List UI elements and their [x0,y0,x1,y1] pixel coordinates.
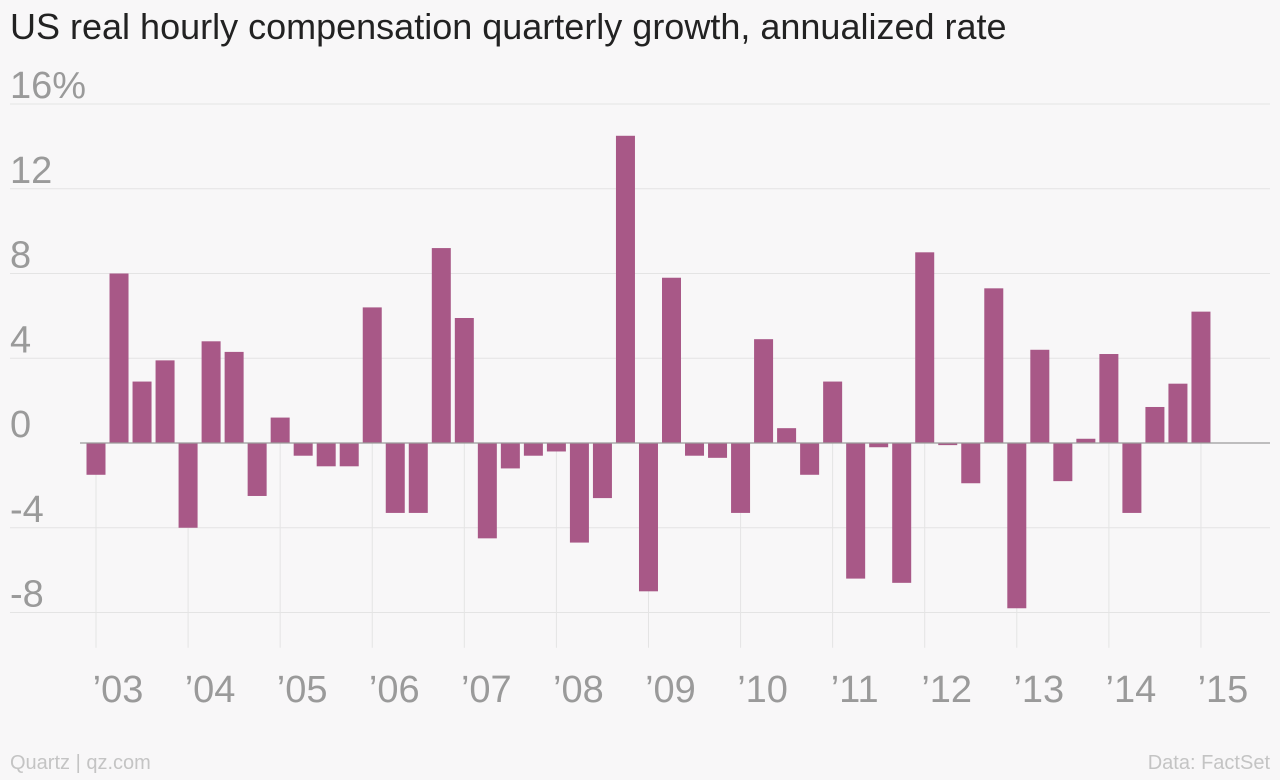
y-tick-label: 4 [10,319,31,361]
bar: 2005 Q1: 1.2 [270,417,290,443]
bar: 2007 Q1: 5.9 [454,317,474,443]
bar: 2011 Q4: -6.6 [892,443,912,583]
bar: 2005 Q4: -1.1 [339,443,359,467]
chart-title: US real hourly compensation quarterly gr… [10,6,1007,47]
x-tick-label: ’08 [553,669,604,711]
x-tick-label: ’05 [277,669,328,711]
bar: 2009 Q4: -0.7 [708,443,728,458]
bar: 2013 Q4: 0.2 [1076,438,1096,443]
bar: 2006 Q1: 6.4 [362,307,382,443]
footer-data-source: Data: FactSet [1147,752,1270,774]
y-tick-label: -8 [10,574,44,616]
x-tick-label: ’11 [831,669,879,711]
bar: 2008 Q1: -0.4 [546,443,566,452]
x-tick-label: ’07 [461,669,512,711]
bar: 2006 Q2: -3.3 [385,443,405,513]
y-tick-label: 16% [10,65,86,107]
bar: 2004 Q1: -4 [178,443,198,528]
x-tick-label: ’09 [645,669,696,711]
x-tick-label: ’15 [1198,669,1249,711]
bar-chart: 2003 Q1: -1.52003 Q2: 82003 Q3: 2.92003 … [10,65,1270,711]
x-tick-label: ’06 [369,669,420,711]
bar: 2007 Q4: -0.6 [523,443,543,456]
bar: 2011 Q1: 2.9 [823,381,843,443]
x-tick-label: ’13 [1013,669,1064,711]
bar: 2014 Q4: 2.8 [1168,383,1188,443]
bar: 2013 Q2: 4.4 [1030,349,1050,443]
y-axis-labels: 16% 12 8 4 0 -4 -8 [10,65,86,616]
bar: 2009 Q2: 7.8 [662,277,681,443]
bar: 2012 Q3: -1.9 [961,443,981,484]
bar: 2015 Q1: 6.2 [1191,311,1211,443]
bar: 2009 Q1: -7 [638,443,658,592]
bar: 2008 Q2: -4.7 [569,443,589,543]
bar: 2003 Q4: 3.9 [155,360,175,443]
x-tick-label: ’14 [1106,669,1157,711]
bar: 2003 Q1: -1.5 [86,443,106,475]
y-tick-label: 0 [10,404,31,446]
bar: 2012 Q2: -0.1 [938,443,958,446]
bar: 2011 Q3: -0.2 [869,443,889,448]
bar: 2007 Q3: -1.2 [500,443,520,469]
bar: 2004 Q2: 4.8 [201,341,221,443]
bar: 2014 Q2: -3.3 [1122,443,1142,513]
bar: 2004 Q4: -2.5 [247,443,267,496]
bar: 2014 Q1: 4.2 [1099,354,1119,443]
footer-credit: Quartz | qz.com [10,752,151,774]
bar: 2008 Q3: -2.6 [592,443,612,499]
bar: 2011 Q2: -6.4 [846,443,866,579]
x-axis-labels: ’03 ’04 ’05 ’06 ’07 ’08 ’09 ’10 ’11 ’12 ’13 ’14 ’15 [93,669,1249,711]
bars: 2003 Q1: -1.52003 Q2: 82003 Q3: 2.92003 … [86,135,1211,609]
bar: 2003 Q3: 2.9 [132,381,152,443]
bar: 2012 Q4: 7.3 [984,288,1004,443]
bar: 2004 Q3: 4.3 [224,351,244,443]
bar: 2014 Q3: 1.7 [1145,406,1165,443]
bar: 2008 Q4: 14.5 [615,135,635,443]
bar: 2010 Q2: 4.9 [754,339,774,443]
x-tick-label: ’03 [93,669,144,711]
bar: 2009 Q3: -0.6 [685,443,705,456]
bar: 2003 Q2: 8 [109,273,129,443]
bar: 2010 Q1: -3.3 [731,443,751,513]
bar: 2006 Q3: -3.3 [408,443,428,513]
bar: 2012 Q1: 9 [915,252,935,443]
bar: 2013 Q3: -1.8 [1053,443,1073,482]
bar: 2005 Q3: -1.1 [316,443,336,467]
bar: 2005 Q2: -0.6 [293,443,313,456]
y-tick-label: 12 [10,150,52,192]
bar: 2007 Q2: -4.5 [477,443,497,539]
x-tick-label: ’12 [921,669,972,711]
y-tick-label: -4 [10,489,44,531]
x-tick-label: ’10 [737,669,788,711]
bar: 2010 Q4: -1.5 [800,443,820,475]
bar: 2006 Q4: 9.2 [431,248,451,443]
y-tick-label: 8 [10,235,31,277]
x-tick-label: ’04 [185,669,236,711]
bar: 2010 Q3: 0.7 [777,428,797,443]
bar: 2013 Q1: -7.8 [1007,443,1027,609]
